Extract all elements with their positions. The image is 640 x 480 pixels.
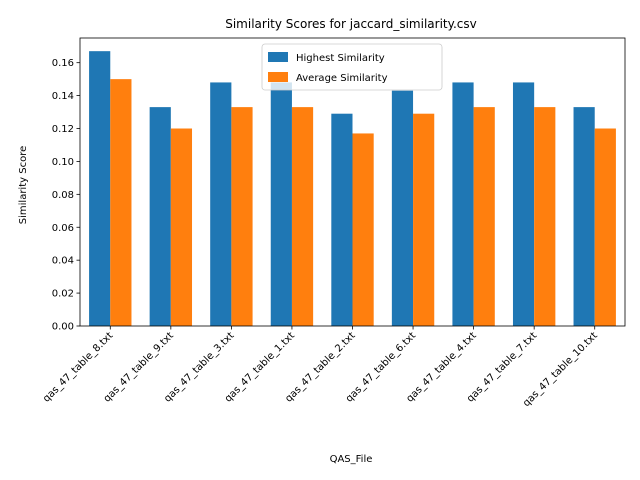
y-tick-label: 0.16: [52, 58, 74, 69]
bar-average-6: [413, 113, 435, 326]
y-tick-label: 0.04: [52, 256, 74, 267]
legend-box: [261, 43, 443, 91]
bar-average-4: [291, 107, 314, 327]
bar-highest-9: [573, 107, 595, 327]
bar-average-8: [534, 107, 556, 327]
y-tick-label: 0.14: [52, 91, 74, 102]
x-axis-label: QAS_File: [330, 454, 373, 465]
y-tick-label: 0.10: [52, 157, 74, 168]
y-axis-label: Similarity Score: [18, 146, 29, 224]
y-tick-label: 0.02: [52, 289, 74, 300]
y-tick-label: 0.06: [52, 223, 74, 234]
bar-average-1: [110, 79, 132, 326]
bar-average-7: [473, 107, 495, 327]
chart-title: Similarity Scores for jaccard_similarity…: [225, 17, 477, 31]
bar-highest-3: [210, 82, 232, 327]
y-tick-label: 0.12: [52, 124, 74, 135]
legend-label: Highest Similarity: [296, 53, 385, 64]
bar-highest-7: [452, 82, 474, 327]
plot-area: 0.000.020.040.060.080.100.120.140.16qas_…: [41, 37, 626, 409]
bar-average-3: [231, 107, 253, 327]
legend: Highest Similarity Average Similarity: [261, 43, 443, 91]
legend-label: Average Similarity: [296, 73, 388, 84]
bar-highest-1: [89, 51, 111, 327]
bar-average-2: [170, 128, 193, 326]
bar-highest-8: [512, 82, 535, 327]
legend-swatch: [268, 72, 288, 82]
bar-highest-5: [331, 113, 353, 326]
legend-swatch: [268, 52, 288, 62]
y-tick-label: 0.00: [52, 322, 74, 333]
bar-highest-6: [391, 90, 414, 326]
bar-highest-2: [149, 107, 171, 327]
bar-highest-4: [270, 82, 292, 327]
y-tick-label: 0.08: [52, 190, 74, 201]
bar-average-9: [594, 128, 616, 326]
bar-average-5: [352, 133, 374, 326]
